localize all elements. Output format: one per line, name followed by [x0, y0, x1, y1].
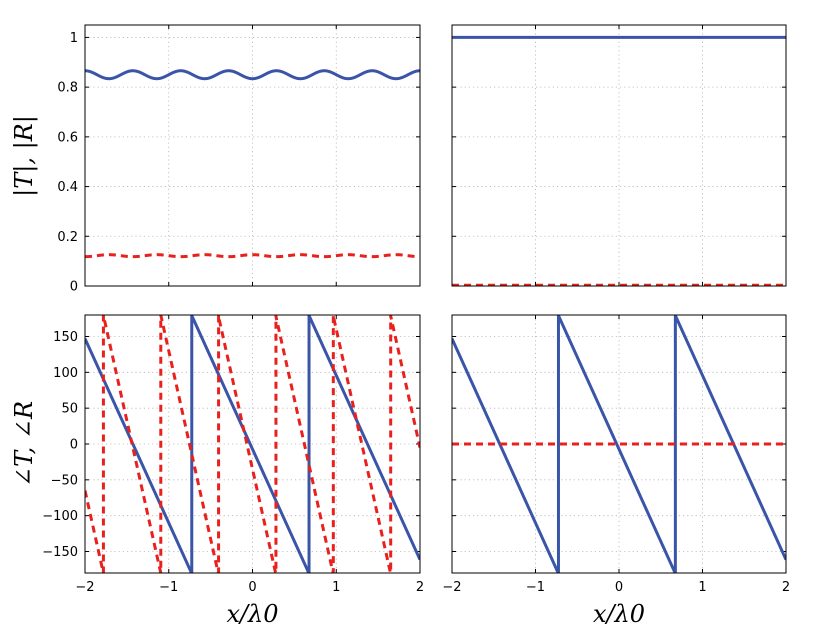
y-axis-label: ∠T, ∠R	[10, 401, 38, 487]
x-tick-label: 2	[416, 580, 424, 595]
y-tick-label: 0.2	[57, 230, 78, 245]
x-tick-label: −2	[75, 580, 94, 595]
x-tick-label: 2	[782, 580, 790, 595]
axes-frame	[84, 24, 421, 287]
x-tick-label: 1	[698, 580, 706, 595]
y-axis-label: |T|, |R|	[10, 115, 39, 197]
subplot-bl: −150 −100 −50 0 50 100 150 −2 −1 0 1 2 ∠T, ∠R x/λ0	[10, 314, 424, 628]
series-reflection-line	[85, 253, 420, 259]
x-axis-label: x/λ0	[226, 600, 278, 628]
series-transmission-line	[452, 315, 786, 573]
y-tick-label: −50	[51, 473, 78, 488]
y-tick-label: 0.6	[57, 130, 78, 145]
x-axis-label: x/λ0	[593, 600, 645, 628]
x-tick-label: −2	[442, 580, 461, 595]
subplot-tl: 0 0.2 0.4 0.6 0.8 1 |T|, |R|	[10, 24, 421, 295]
x-tick-label: 1	[332, 580, 340, 595]
y-tick-label: 0	[70, 438, 78, 453]
y-tick-label: 50	[61, 402, 78, 417]
axes-frame	[451, 314, 787, 574]
subplot-tr	[451, 24, 787, 287]
y-tick-label: 1	[70, 31, 78, 46]
y-tick-label: −100	[42, 509, 78, 524]
y-tick-label: 0	[70, 280, 78, 295]
x-tick-label: −1	[526, 580, 545, 595]
x-tick-label: 0	[615, 580, 623, 595]
y-tick-label: −150	[42, 545, 78, 560]
y-tick-label: 100	[53, 366, 78, 381]
series-transmission-line	[85, 315, 420, 573]
axes-frame	[84, 314, 421, 574]
axes-frame	[451, 24, 787, 287]
y-tick-label: 150	[53, 330, 78, 345]
series-transmission-line	[85, 69, 420, 81]
y-tick-label: 0.8	[57, 81, 78, 96]
x-tick-label: −1	[159, 580, 178, 595]
subplot-br: −2 −1 0 1 2 x/λ0	[442, 314, 790, 628]
x-tick-label: 0	[248, 580, 256, 595]
y-tick-label: 0.4	[57, 180, 78, 195]
